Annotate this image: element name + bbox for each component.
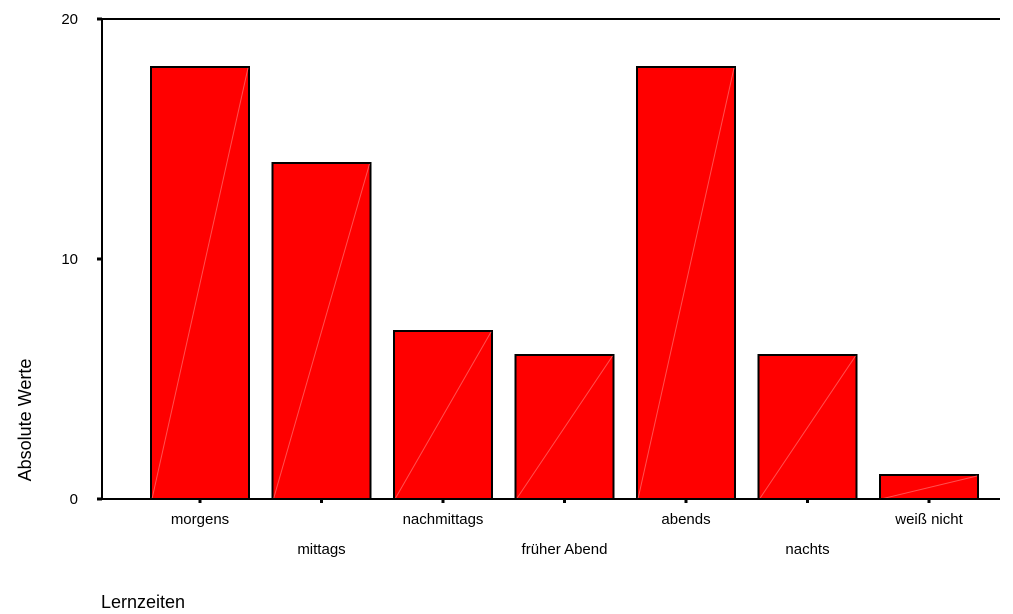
y-axis-title: Absolute Werte xyxy=(15,359,35,482)
x-tick-label-6: weiß nicht xyxy=(894,511,963,528)
bar-shading-5 xyxy=(759,355,856,500)
bar-shading-0 xyxy=(151,67,249,500)
bar-shading-1 xyxy=(273,163,370,500)
x-tick-label-5: nachts xyxy=(785,541,829,558)
x-tick-label-1: mittags xyxy=(297,541,345,558)
x-tick-label-0: morgens xyxy=(171,511,229,528)
bars-group xyxy=(150,66,979,500)
bar-shading-4 xyxy=(637,67,735,500)
y-tick-label-2: 20 xyxy=(61,11,78,28)
y-tick-label-1: 10 xyxy=(61,251,78,268)
y-tick-label-0: 0 xyxy=(70,491,78,508)
bar-shading-2 xyxy=(394,331,492,500)
x-tick-label-2: nachmittags xyxy=(403,511,484,528)
x-tick-label-3: früher Abend xyxy=(522,541,608,558)
x-ticks-group: morgens mittags nachmittags früher Abend abe… xyxy=(171,499,964,558)
bar-shading-3 xyxy=(516,355,613,500)
x-axis-title: Lernzeiten xyxy=(101,592,185,612)
y-ticks-group: 0 10 20 xyxy=(61,11,102,508)
bar-shading-6 xyxy=(880,475,978,500)
x-tick-label-4: abends xyxy=(661,511,710,528)
